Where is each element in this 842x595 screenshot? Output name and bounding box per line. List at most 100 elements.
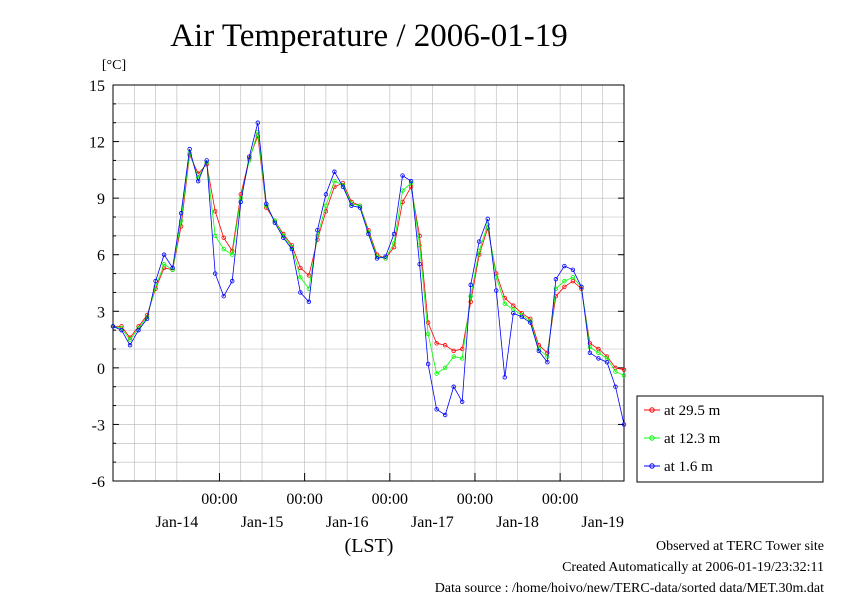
data-point <box>332 178 337 184</box>
data-point <box>451 384 456 389</box>
series-lines <box>110 120 627 427</box>
data-point <box>153 278 158 284</box>
x-time-label: 00:00 <box>457 491 493 508</box>
data-point <box>442 412 448 418</box>
data-point <box>604 360 610 365</box>
footer-site: Observed at TERC Tower site <box>656 539 824 554</box>
data-point <box>434 341 439 346</box>
data-point <box>315 233 320 239</box>
data-point <box>195 178 201 184</box>
data-point <box>391 241 397 246</box>
data-point <box>340 184 346 190</box>
legend-box <box>636 395 824 483</box>
legend-label: at 1.6 m <box>664 459 713 475</box>
data-point <box>553 277 559 282</box>
data-point <box>221 294 226 299</box>
data-point <box>144 316 150 322</box>
y-tick-label: 6 <box>97 248 105 265</box>
data-point <box>621 373 627 378</box>
data-point <box>255 129 260 135</box>
data-point <box>442 343 448 348</box>
data-point <box>545 360 550 365</box>
data-point <box>528 320 533 325</box>
plot-frame <box>112 84 625 482</box>
data-point <box>442 365 448 371</box>
x-time-label: 00:00 <box>201 491 237 508</box>
data-point <box>587 344 593 350</box>
y-tick-label: 9 <box>97 191 105 208</box>
data-point <box>221 235 226 240</box>
data-point <box>570 267 576 272</box>
data-point <box>562 284 567 289</box>
data-point <box>613 369 618 374</box>
data-point <box>315 227 320 233</box>
data-point <box>468 299 473 305</box>
x-date-label: Jan-16 <box>326 514 369 531</box>
data-point <box>553 286 559 291</box>
data-point <box>613 384 618 389</box>
data-point <box>323 203 329 208</box>
data-point <box>298 290 303 295</box>
data-point <box>425 361 431 367</box>
legend-marker <box>649 435 655 441</box>
x-time-label: 00:00 <box>286 491 322 508</box>
y-axis-unit: [°C] <box>102 58 126 73</box>
legend-label: at 29.5 m <box>664 403 721 419</box>
data-point <box>264 201 269 206</box>
data-point <box>187 146 192 152</box>
data-point <box>425 331 431 337</box>
data-point <box>161 252 167 257</box>
data-point <box>400 173 405 178</box>
y-tick-label: -3 <box>92 417 105 434</box>
y-tick-label: 3 <box>97 304 105 321</box>
data-point <box>511 310 516 316</box>
data-point <box>306 299 312 305</box>
data-point <box>502 301 507 306</box>
data-point <box>468 282 473 288</box>
data-point <box>579 284 584 289</box>
data-point <box>110 324 116 329</box>
x-time-label: 00:00 <box>372 491 408 508</box>
x-date-label: Jan-18 <box>496 514 539 531</box>
data-point <box>468 294 473 299</box>
data-point <box>161 261 167 267</box>
y-tick-label: -6 <box>92 474 105 491</box>
footer-source: Data source : /home/hoivo/new/TERC-data/… <box>435 581 824 595</box>
series-line <box>112 131 625 376</box>
data-point <box>357 205 363 210</box>
data-point <box>230 252 235 257</box>
x-date-label: Jan-15 <box>241 514 284 531</box>
x-date-label: Jan-14 <box>156 514 199 531</box>
data-point <box>255 120 260 125</box>
data-point <box>204 158 209 163</box>
data-point <box>323 192 329 197</box>
data-point <box>247 154 252 159</box>
data-point <box>596 356 601 361</box>
footer-created: Created Automatically at 2006-01-19/23:3… <box>562 560 824 575</box>
data-point <box>408 178 414 184</box>
data-point <box>119 327 124 333</box>
data-point <box>221 246 226 252</box>
data-point <box>178 211 184 216</box>
data-point <box>230 278 235 284</box>
data-point <box>459 356 465 361</box>
data-point <box>434 371 439 376</box>
y-tick-label: 12 <box>89 135 105 152</box>
y-axis-ticks: 15 12 9 6 3 0 -3 -6 <box>89 78 624 491</box>
data-point <box>238 199 243 205</box>
x-date-label: Jan-19 <box>581 514 624 531</box>
series-line <box>112 122 625 425</box>
data-point <box>451 348 456 354</box>
data-point <box>170 265 175 271</box>
data-point <box>562 263 567 269</box>
data-point <box>621 367 627 372</box>
data-point <box>621 422 627 427</box>
data-point <box>459 346 465 352</box>
data-point <box>298 275 303 280</box>
data-point <box>536 348 542 354</box>
y-tick-label: 15 <box>89 78 105 95</box>
data-point <box>417 261 422 267</box>
data-point <box>519 314 524 320</box>
